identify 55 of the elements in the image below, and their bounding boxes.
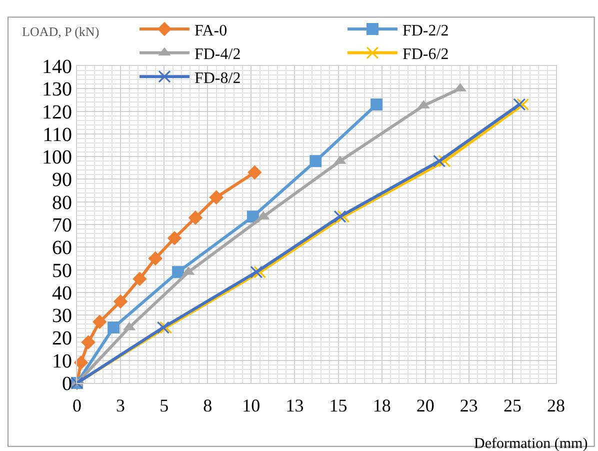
legend-label: FD-6/2 bbox=[402, 46, 449, 64]
x-tick-label: 20 bbox=[416, 396, 434, 416]
legend-label: FD-8/2 bbox=[194, 70, 241, 87]
point bbox=[209, 190, 224, 204]
x-tick-label: 28 bbox=[547, 396, 565, 416]
x-tick-label: 3 bbox=[116, 396, 126, 416]
x-axis-title: Deformation (mm) bbox=[474, 436, 588, 451]
y-tick-label: 40 bbox=[52, 282, 72, 304]
x-tick-label: 5 bbox=[160, 396, 169, 416]
point bbox=[188, 210, 203, 225]
y-tick-label: 120 bbox=[42, 101, 72, 124]
point bbox=[81, 335, 96, 350]
y-tick-label: 0 bbox=[62, 373, 72, 395]
y-tick-label: 130 bbox=[42, 78, 72, 101]
y-tick-label: 110 bbox=[42, 124, 72, 146]
legend-label: FA-0 bbox=[194, 22, 228, 40]
point bbox=[167, 230, 182, 246]
point bbox=[438, 154, 451, 168]
point bbox=[248, 165, 262, 180]
point bbox=[74, 355, 88, 370]
point bbox=[108, 322, 120, 334]
point bbox=[334, 210, 346, 223]
y-tick-label: 140 bbox=[42, 56, 72, 78]
legend-label: FD-2/2 bbox=[402, 22, 449, 40]
x-tick-label: 18 bbox=[372, 396, 391, 416]
point bbox=[156, 321, 170, 334]
y-tick-label: 10 bbox=[52, 350, 72, 372]
point bbox=[148, 251, 163, 266]
point bbox=[172, 266, 184, 278]
y-tick-label: 50 bbox=[52, 260, 72, 282]
x-tick-label: 23 bbox=[460, 396, 478, 416]
point bbox=[310, 155, 322, 168]
x-tick-label: 10 bbox=[242, 396, 260, 416]
y-tick-label: 30 bbox=[52, 305, 72, 328]
point bbox=[132, 272, 147, 286]
point bbox=[513, 98, 526, 111]
y-tick-label: 60 bbox=[52, 237, 72, 260]
y-axis-title: LOAD, P (kN) bbox=[22, 24, 100, 39]
x-tick-label: 8 bbox=[203, 396, 212, 416]
x-tick-label: 13 bbox=[286, 396, 304, 416]
point bbox=[250, 266, 263, 278]
y-tick-label: 100 bbox=[42, 146, 72, 169]
y-tick-label: 70 bbox=[52, 214, 72, 236]
x-tick-label: 15 bbox=[329, 396, 348, 416]
y-tick-label: 20 bbox=[52, 328, 72, 350]
y-tick-label: 90 bbox=[52, 169, 72, 192]
point bbox=[433, 154, 446, 168]
point bbox=[113, 294, 128, 309]
legend-label: FD-4/2 bbox=[194, 46, 241, 64]
point bbox=[246, 210, 259, 223]
point bbox=[92, 314, 107, 330]
y-tick-label: 80 bbox=[52, 192, 72, 214]
x-tick-label: 25 bbox=[503, 396, 522, 416]
point bbox=[516, 98, 530, 111]
point bbox=[370, 98, 383, 110]
